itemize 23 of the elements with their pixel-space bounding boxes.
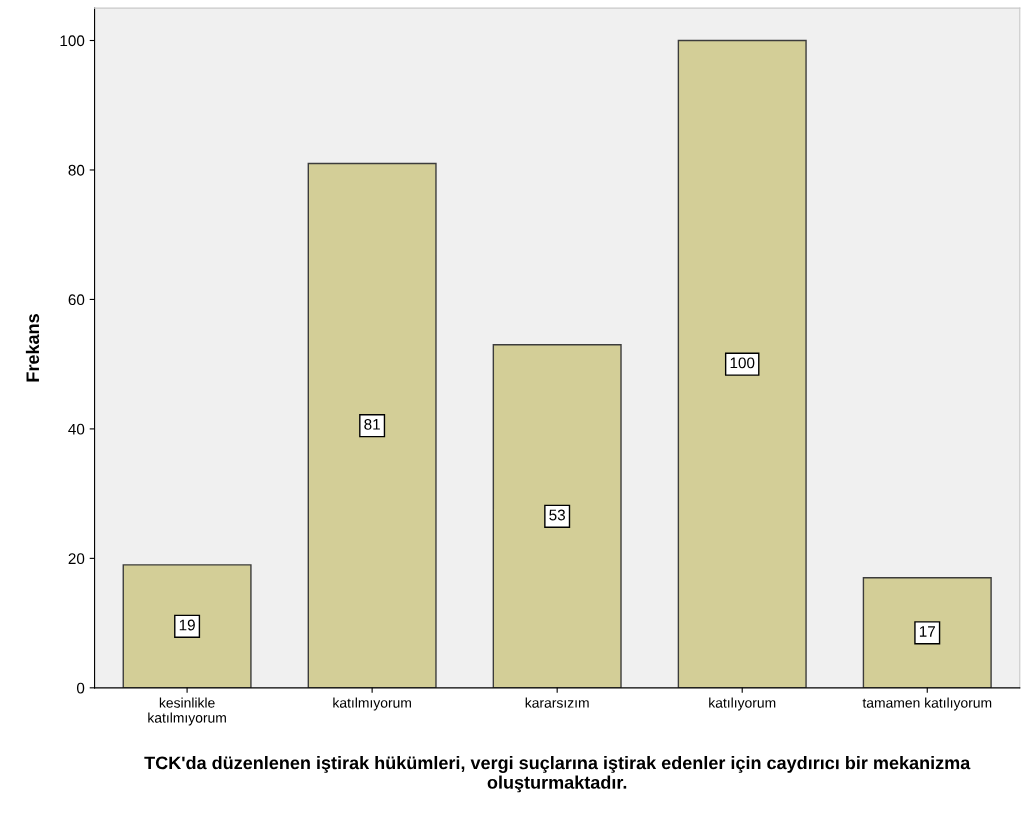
bar	[677, 39, 807, 688]
x-tick-label: kesinlikle katılmıyorum	[148, 697, 226, 726]
y-tick-label: 100	[60, 35, 85, 47]
bar	[862, 577, 992, 688]
bar	[492, 344, 622, 688]
data-label: 17	[919, 626, 935, 637]
y-tick-label: 80	[68, 164, 85, 176]
bar	[122, 564, 252, 688]
x-axis-title: TCK'da düzenlenen iştirak hükümleri, vergi suçlarına iştirak edenler için caydırıcı bir mekanizma oluşturmaktadır.	[144, 756, 971, 793]
x-tick-label: katılıyorum	[709, 697, 776, 711]
x-tick-label: tamamen katılıyorum	[862, 697, 992, 711]
data-label: 100	[730, 357, 755, 369]
y-tick-label: 20	[68, 553, 85, 565]
y-axis-title: Frekans	[25, 314, 40, 382]
x-tick-label: kararsızım	[525, 697, 589, 708]
data-label: 81	[364, 418, 380, 430]
y-tick-label: 60	[68, 294, 85, 306]
bar	[307, 162, 437, 688]
y-tick-label: 40	[68, 423, 85, 435]
x-tick-label: katılmıyorum	[333, 697, 411, 711]
y-tick-label: 0	[76, 682, 85, 694]
data-label: 19	[179, 619, 195, 631]
data-label: 53	[549, 509, 565, 521]
